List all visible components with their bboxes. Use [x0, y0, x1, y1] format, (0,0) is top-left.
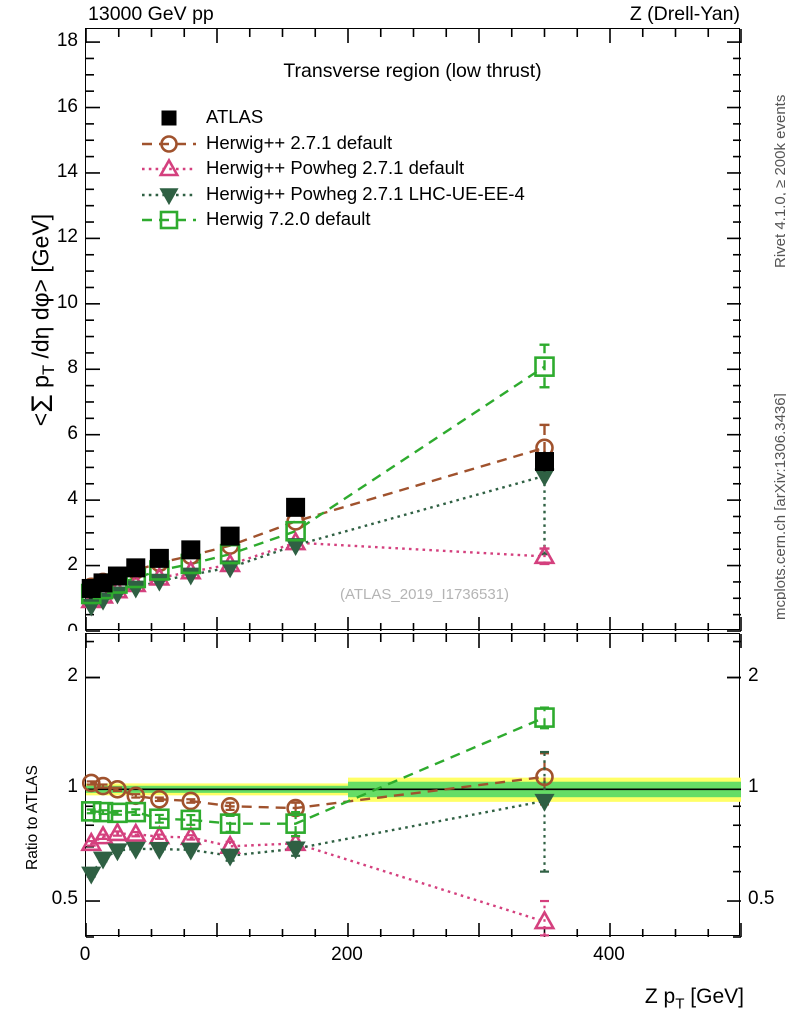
mcplots-source-label: mcplots.cern.ch [arXiv:1306.3436] — [772, 393, 786, 620]
series-line-main — [90, 474, 545, 607]
analysis-id-watermark: (ATLAS_2019_I1736531) — [340, 586, 510, 603]
main-plot-panel — [80, 28, 742, 632]
x-axis-label: Z pT [GeV] — [645, 985, 744, 1012]
x-tick-label: 200 — [331, 944, 363, 965]
rivet-version-label: Rivet 4.1.0, ≥ 200k events — [772, 94, 786, 268]
main-plot-canvas — [80, 29, 742, 632]
y-tick-label-main-zero: 0 — [28, 621, 78, 631]
y-tick-label-main: 2 — [67, 553, 78, 575]
x-axis-label-pre: Z p — [644, 985, 676, 1008]
y-tick-label-ratio-left: 2 — [67, 664, 78, 686]
y-tick-label-main: 14 — [56, 160, 78, 182]
y-tick-label-main: 6 — [67, 422, 78, 444]
legend-marker-filled-square-icon — [140, 105, 198, 131]
y-tick-label-main: 4 — [67, 488, 78, 510]
y-tick-label-ratio-right: 1 — [748, 776, 759, 798]
legend-marker-filled-triangle-down-icon — [140, 182, 198, 208]
y-tick-label-ratio-left: 0.5 — [51, 888, 78, 910]
legend-label: Herwig++ 2.7.1 default — [206, 131, 393, 153]
ratio-plot-canvas — [80, 634, 742, 938]
x-tick-label: 0 — [79, 944, 91, 965]
y-tick-label-main: 12 — [56, 226, 78, 248]
x-tick-label: 400 — [593, 944, 625, 965]
y-tick-label-main: 8 — [67, 357, 78, 379]
legend-label: ATLAS — [206, 106, 264, 127]
y-tick-label-ratio-right: 2 — [748, 664, 759, 686]
process-label: Z (Drell-Yan) — [629, 3, 740, 25]
sigma-icon: Σ — [26, 394, 59, 413]
y-tick-label-ratio-left: 1 — [67, 776, 78, 798]
legend-label: Herwig 7.2.0 default — [206, 208, 371, 229]
y-tick-label-main: 18 — [56, 30, 78, 52]
y-tick-label-main: 10 — [56, 291, 78, 313]
x-axis-label-sub: T — [675, 995, 685, 1013]
ratio-plot-panel — [80, 633, 742, 938]
page-title: Transverse region (low thrust) — [283, 60, 542, 82]
y-tick-label-main: 16 — [56, 95, 78, 117]
legend-label: Herwig++ Powheg 2.7.1 LHC-UE-EE-4 — [206, 182, 525, 204]
beam-energy-label: 13000 GeV pp — [88, 3, 214, 25]
legend-marker-open-circle-icon — [140, 131, 198, 157]
legend-label: Herwig++ Powheg 2.7.1 default — [206, 157, 465, 178]
y-tick-label-ratio-right: 0.5 — [748, 888, 775, 910]
legend-marker-open-triangle-up-icon — [140, 156, 198, 182]
series-line-ratio — [90, 799, 545, 875]
legend-marker-open-square-icon — [140, 207, 198, 233]
x-axis-label-post: [GeV] — [684, 985, 744, 1008]
